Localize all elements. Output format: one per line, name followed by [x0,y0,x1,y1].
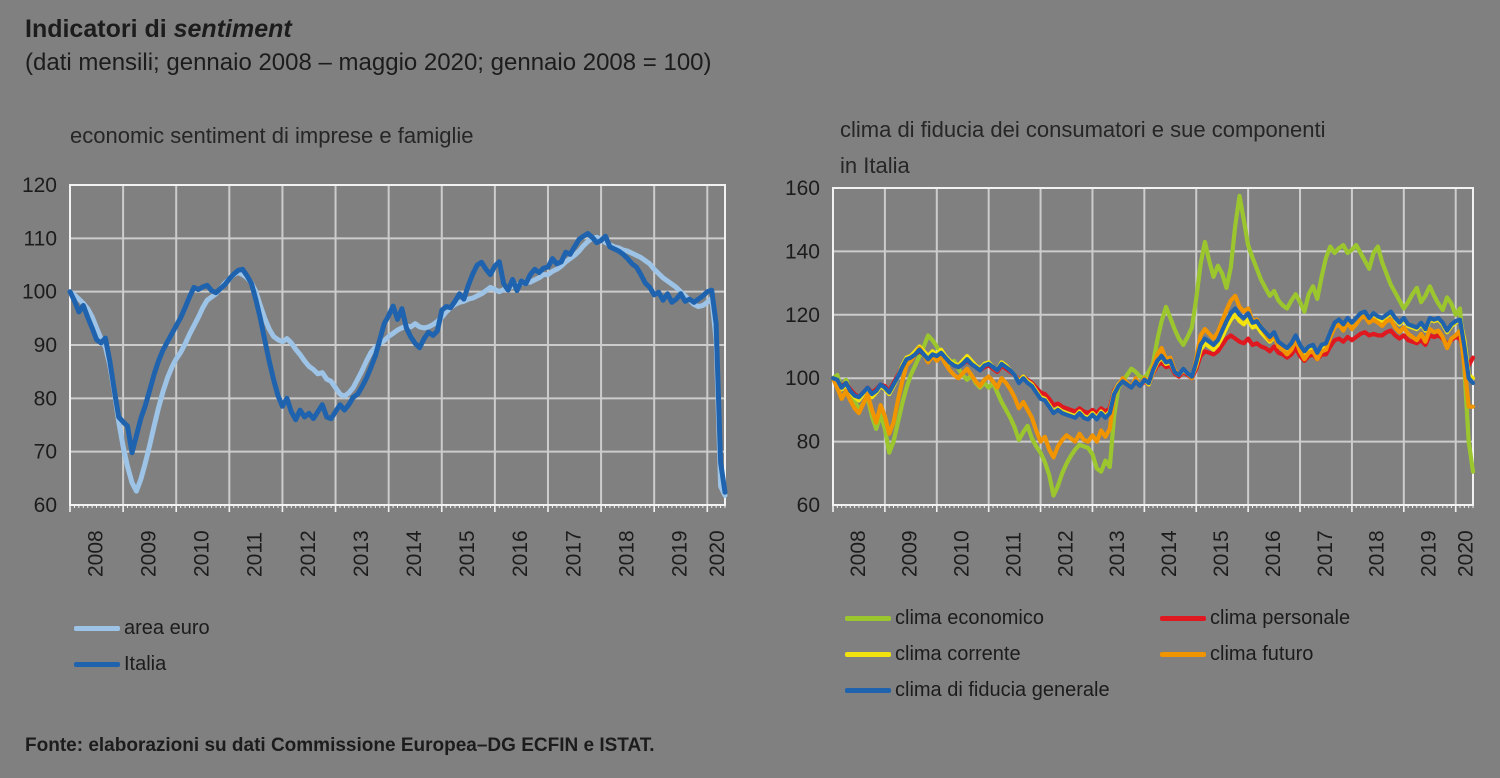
x-tick-label: 2018 [615,530,638,577]
legend-item-clima-di-fiducia-generale: clima di fiducia generale [845,672,1160,708]
x-tick-label: 2017 [1314,530,1337,577]
legend-label: clima corrente [895,642,1021,665]
x-tick-label: 2010 [951,530,974,577]
right-chart-title: clima di fiducia dei consumatori e sue c… [840,112,1325,184]
series-line-Italia [67,231,728,495]
legend-label: clima di fiducia generale [895,678,1110,701]
legend-label: clima futuro [1210,642,1314,665]
legend-swatch-icon [1160,615,1206,621]
right-chart-title-line1: clima di fiducia dei consumatori e sue c… [840,117,1326,142]
left-chart-title: economic sentiment di imprese e famiglie [70,123,474,148]
legend-swatch-icon [1160,651,1206,657]
right-chart-title-line2: in Italia [840,153,910,178]
legend-swatch-icon [74,661,120,667]
x-tick-label: 2020 [706,530,729,577]
y-tick-label: 90 [34,334,57,357]
y-tick-label: 110 [24,227,57,250]
x-tick-label: 2012 [297,530,320,577]
legend-label: clima personale [1210,606,1351,629]
legend-item-Italia: Italia [74,646,210,682]
legend-item-clima-futuro: clima futuro [1160,636,1350,672]
x-tick-label: 2017 [562,530,585,577]
legend-swatch-icon [845,615,891,621]
x-tick-label: 2011 [244,532,267,577]
x-tick-label: 2009 [137,530,160,577]
legend-item-clima-economico: clima economico [845,600,1160,636]
x-tick-label: 2008 [84,530,107,577]
legend-item-clima-personale: clima personale [1160,600,1350,636]
left-chart-plot: 60 70 80 90 100 110 120 2008 2009 2010 2011 2012 201… [22,174,729,577]
x-tick-label: 2016 [1262,530,1285,577]
plot-border [832,187,1474,506]
page-title-emphasis: sentiment [173,15,292,43]
right-chart-plot: 60 80 100 120 140 160 2008 2009 2010 2011 2012 2013… [785,177,1477,577]
x-tick-label: 2015 [456,530,479,577]
x-tick-label: 2014 [1158,530,1181,577]
legend-label: Italia [124,652,167,675]
x-tick-label: 2016 [509,530,532,577]
y-tick-label: 100 [22,281,57,304]
x-tick-label: 2019 [1418,530,1441,577]
series-line-clima-economico [830,193,1476,498]
y-tick-label: 160 [785,177,820,200]
legend-item-area-euro: area euro [74,610,210,646]
x-tick-label: 2010 [191,530,214,577]
legend-label: clima economico [895,606,1044,629]
y-tick-label: 60 [34,494,57,517]
series-line-area-euro [67,234,728,498]
y-tick-label: 140 [785,240,820,263]
x-tick-label: 2009 [899,530,922,577]
page-subtitle: (dati mensili; gennaio 2008 – maggio 202… [25,49,712,76]
x-tick-label: 2013 [350,530,373,577]
x-tick-label: 2015 [1210,530,1233,577]
y-tick-label: 100 [785,367,820,390]
x-tick-label: 2019 [669,530,692,577]
x-tick-label: 2018 [1366,530,1389,577]
page-header: Indicatori di sentiment (dati mensili; g… [25,12,712,80]
legend-item-clima-corrente: clima corrente [845,636,1160,672]
legend-label: area euro [124,616,210,639]
series-line-clima-di-fiducia-generale [830,306,1476,422]
x-tick-label: 2011 [1002,532,1025,577]
page-title-text: Indicatori di [25,15,174,43]
x-tick-label: 2012 [1054,530,1077,577]
y-tick-label: 70 [34,441,57,464]
y-tick-label: 120 [785,304,820,327]
left-chart-legend: area euro Italia [74,610,210,682]
page-title: Indicatori di sentiment [25,12,712,46]
legend-swatch-icon [845,651,891,657]
legend-swatch-icon [845,687,891,693]
legend-swatch-icon [74,625,120,631]
right-chart-legend: clima economico clima personale clima corr… [845,600,1350,708]
y-tick-label: 60 [797,494,820,517]
x-tick-label: 2020 [1454,530,1477,577]
source-note: Fonte: elaborazioni su dati Commissione … [25,735,655,756]
y-tick-label: 120 [22,174,57,197]
x-tick-label: 2008 [847,530,870,577]
y-tick-label: 80 [34,387,57,410]
y-tick-label: 80 [797,431,820,454]
x-tick-label: 2014 [403,530,426,577]
x-tick-label: 2013 [1106,530,1129,577]
